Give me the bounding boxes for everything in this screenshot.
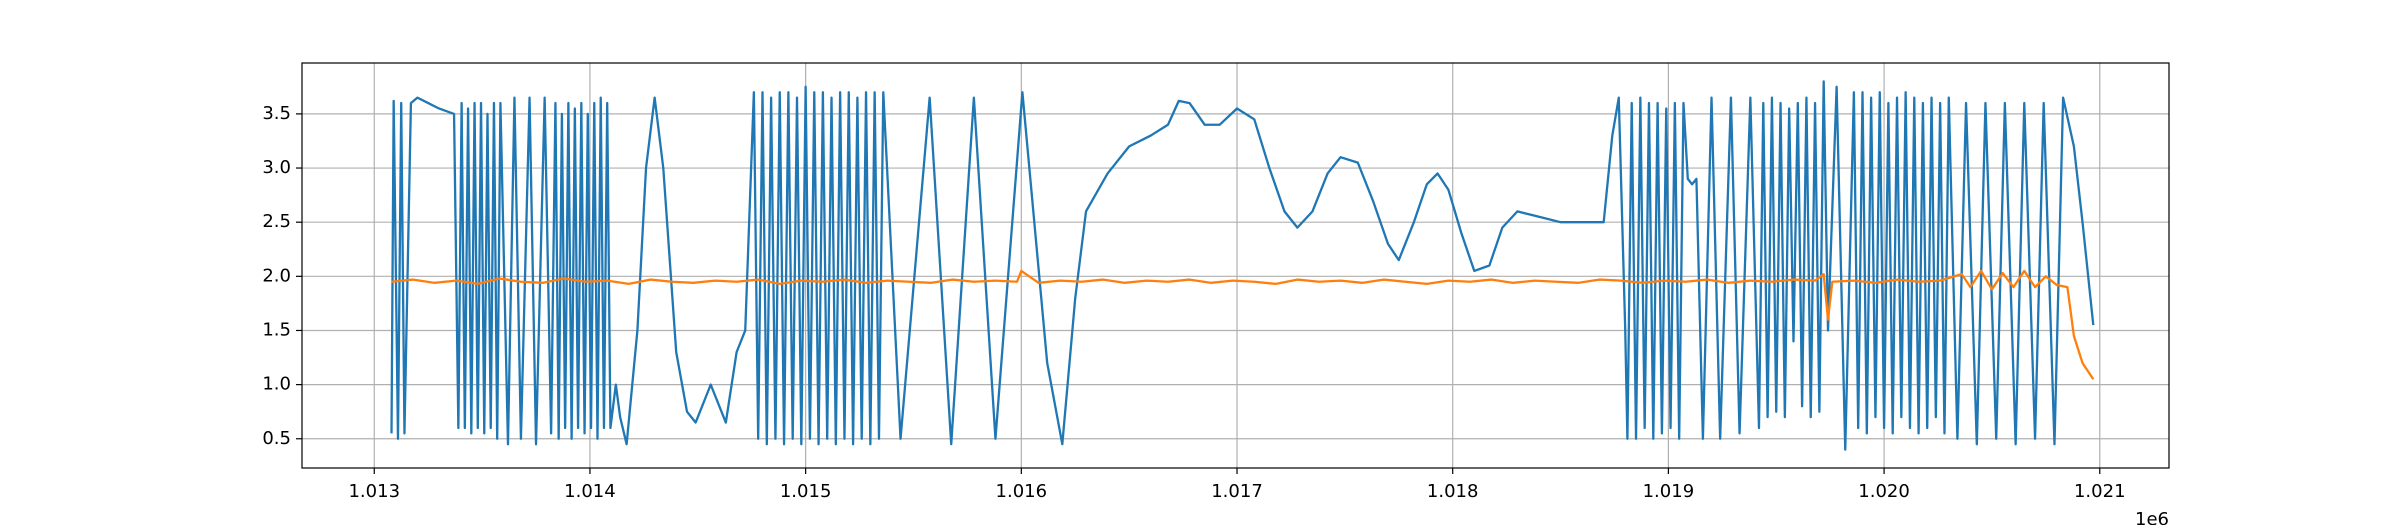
x-tick-label: 1.014 — [564, 481, 616, 502]
x-tick-label: 1.016 — [996, 481, 1048, 502]
y-tick-label: 3.0 — [262, 157, 291, 178]
y-tick-label: 3.5 — [262, 103, 291, 124]
x-tick-label: 1.013 — [348, 481, 400, 502]
x-offset-label: 1e6 — [2135, 509, 2169, 525]
series-line — [390, 80, 2095, 451]
y-tick-label: 0.5 — [262, 428, 291, 449]
x-tick-label: 1.019 — [1643, 481, 1695, 502]
x-tick-label: 1.021 — [2074, 481, 2126, 502]
plot-frame — [301, 62, 2170, 469]
series-line — [391, 269, 2095, 380]
x-tick-label: 1.020 — [1858, 481, 1910, 502]
y-tick-label: 1.5 — [262, 319, 291, 340]
x-tick-label: 1.015 — [780, 481, 832, 502]
y-tick-label: 2.5 — [262, 211, 291, 232]
y-tick-label: 2.0 — [262, 265, 291, 286]
x-tick-label: 1.017 — [1211, 481, 1263, 502]
y-tick-label: 1.0 — [262, 374, 291, 395]
x-tick-label: 1.018 — [1427, 481, 1479, 502]
